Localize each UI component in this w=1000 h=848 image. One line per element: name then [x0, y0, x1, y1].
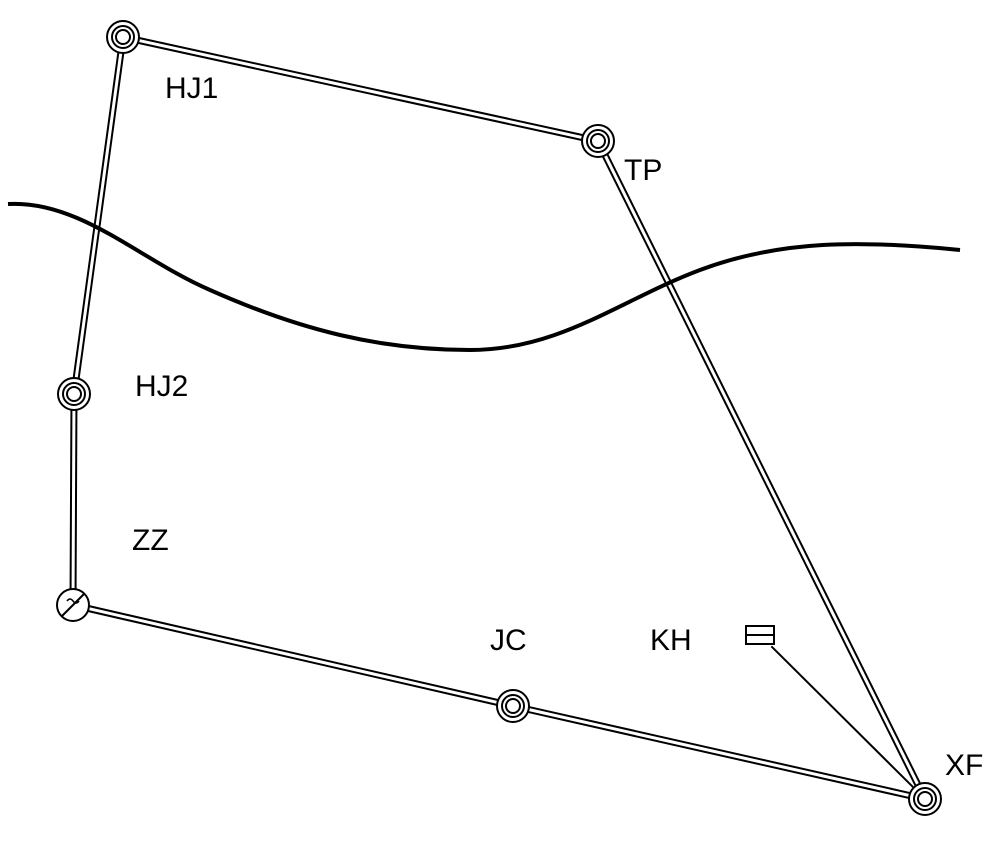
edge-JC-XF — [529, 707, 910, 793]
edge-TP-XF — [607, 154, 920, 783]
label-XF: XF — [945, 749, 983, 782]
node-TP — [582, 125, 614, 157]
node-HJ1 — [107, 21, 139, 53]
edge-HJ2-ZZ — [71, 410, 72, 589]
edge-HJ2-ZZ — [76, 410, 77, 589]
edge-HJ1-HJ2 — [79, 53, 124, 378]
edge-TP-XF — [603, 156, 916, 785]
network-diagram: HJ1 TP HJ2 ZZ JC XF KH — [0, 0, 1000, 843]
boundary-curve — [8, 204, 960, 350]
label-HJ2: HJ2 — [135, 370, 188, 403]
label-HJ1: HJ1 — [165, 72, 218, 105]
edge-ZZ-JC — [88, 611, 497, 705]
label-TP: TP — [624, 154, 662, 187]
node-HJ2 — [58, 378, 90, 410]
node-ZZ — [57, 589, 89, 621]
label-ZZ: ZZ — [132, 524, 169, 557]
diagram-container: HJ1 TP HJ2 ZZ JC XF KH — [0, 0, 1000, 843]
edge-HJ1-HJ2 — [74, 53, 119, 378]
node-XF — [909, 783, 941, 815]
edge-ZZ-JC — [89, 606, 498, 700]
node-KH — [746, 626, 774, 644]
label-KH: KH — [650, 624, 692, 657]
label-JC: JC — [490, 624, 527, 657]
node-JC — [497, 690, 529, 722]
